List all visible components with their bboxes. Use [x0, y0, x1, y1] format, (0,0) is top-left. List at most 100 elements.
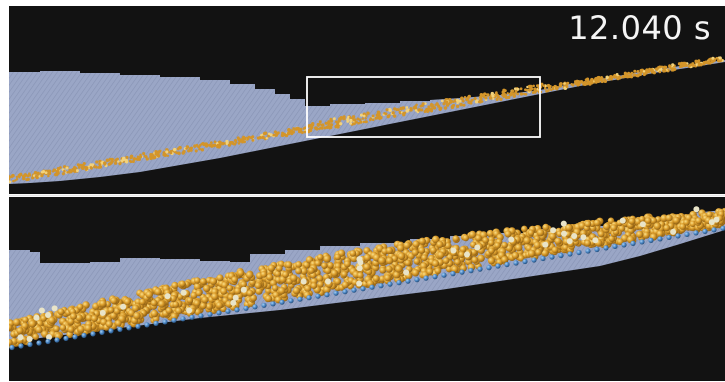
particle — [107, 158, 111, 162]
particle — [9, 178, 11, 181]
particle — [9, 338, 13, 346]
substrate-particle — [171, 317, 177, 323]
particle — [374, 116, 378, 120]
particle — [352, 122, 356, 126]
particle — [448, 98, 452, 102]
substrate-particle — [441, 272, 447, 278]
particle — [594, 80, 597, 83]
particle — [644, 217, 652, 224]
particle — [75, 169, 79, 173]
particle — [139, 153, 142, 157]
particle — [488, 247, 495, 255]
particle — [245, 271, 254, 279]
particle — [194, 149, 198, 153]
particle — [610, 224, 618, 232]
particle — [495, 97, 499, 102]
particle — [16, 327, 24, 335]
particle — [356, 117, 360, 121]
particle — [63, 169, 66, 173]
particle — [342, 117, 346, 121]
particle — [542, 84, 546, 88]
particle — [357, 271, 364, 279]
substrate-particle — [126, 325, 132, 331]
particle — [475, 99, 479, 102]
particle — [566, 81, 570, 85]
particle — [240, 281, 247, 288]
particle — [135, 157, 139, 161]
substrate-particle — [54, 337, 60, 343]
substrate-particle — [369, 284, 375, 290]
particle — [501, 90, 505, 94]
particle — [156, 154, 161, 158]
particle — [327, 262, 334, 269]
particle — [486, 229, 494, 238]
substrate-particle — [423, 275, 429, 281]
particle — [114, 158, 118, 162]
particle — [455, 98, 460, 103]
particle — [474, 244, 481, 251]
particle — [295, 261, 303, 268]
particle — [341, 281, 349, 289]
particle — [549, 232, 557, 241]
particle — [514, 243, 523, 252]
particle — [657, 66, 660, 69]
particle — [234, 141, 238, 144]
particle — [541, 249, 549, 257]
particle — [627, 74, 632, 79]
particle — [396, 108, 400, 112]
particle — [592, 237, 599, 244]
particle — [265, 295, 273, 303]
particle — [317, 281, 324, 288]
particle — [343, 260, 351, 268]
particle — [603, 222, 611, 231]
particle — [430, 247, 437, 254]
particle — [533, 90, 537, 94]
particle — [357, 259, 364, 266]
particle — [295, 267, 303, 275]
particle — [32, 333, 39, 340]
particle — [636, 69, 640, 73]
substrate-particle — [630, 240, 636, 246]
particle — [335, 120, 338, 124]
particle — [189, 148, 193, 152]
particle — [337, 119, 341, 123]
substrate-particle — [207, 311, 213, 317]
particle — [254, 282, 262, 290]
particle — [317, 124, 320, 127]
particle — [580, 234, 587, 241]
particle — [597, 230, 605, 238]
particle — [491, 94, 495, 98]
particle — [507, 95, 511, 100]
substrate-particle — [567, 251, 573, 257]
particle — [300, 267, 308, 275]
particle — [434, 267, 442, 275]
particle — [536, 228, 545, 237]
particle — [100, 161, 103, 164]
particle — [274, 270, 282, 278]
particle — [193, 299, 201, 307]
substrate-particle — [522, 258, 528, 265]
substrate-particle — [594, 246, 600, 253]
particle — [318, 127, 321, 131]
substrate-particle — [117, 326, 123, 332]
substrate-particle — [216, 310, 222, 316]
particle — [44, 171, 48, 175]
particle — [91, 315, 98, 322]
particle — [99, 299, 107, 308]
substrate-particle — [189, 314, 195, 320]
particle — [76, 163, 80, 167]
substrate-particle — [333, 290, 339, 296]
particle — [65, 166, 69, 170]
particle — [199, 302, 207, 310]
particle — [468, 100, 472, 104]
particle — [421, 254, 428, 261]
particle — [398, 110, 402, 114]
particle — [450, 105, 455, 110]
substrate-particle — [675, 233, 681, 239]
particle — [479, 92, 484, 97]
particle — [319, 123, 322, 126]
particle — [327, 121, 331, 126]
particle — [67, 326, 75, 333]
particle — [9, 324, 13, 331]
particle — [710, 60, 714, 63]
